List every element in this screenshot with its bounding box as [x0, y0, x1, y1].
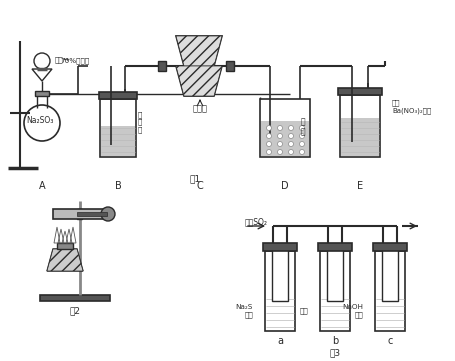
Text: 图2: 图2	[69, 306, 81, 316]
Bar	[77, 209, 82, 219]
Bar	[271, 249, 288, 301]
Bar	[226, 61, 233, 71]
Circle shape	[299, 134, 304, 139]
Bar	[77, 212, 107, 216]
Bar	[381, 249, 397, 301]
Bar	[319, 251, 349, 331]
Circle shape	[266, 126, 271, 130]
Bar	[320, 295, 348, 330]
Text: C: C	[196, 181, 203, 191]
Circle shape	[277, 134, 282, 139]
Text: Na₂S
溶液: Na₂S 溶液	[235, 304, 253, 318]
Bar	[265, 295, 293, 330]
Circle shape	[299, 142, 304, 147]
Bar	[337, 88, 381, 95]
Polygon shape	[176, 66, 222, 96]
Text: c: c	[386, 336, 392, 346]
Text: B: B	[114, 181, 121, 191]
Bar	[57, 243, 73, 249]
Bar	[35, 91, 49, 96]
Text: 氯气→: 氯气→	[55, 57, 69, 63]
Circle shape	[266, 142, 271, 147]
Circle shape	[277, 142, 282, 147]
Bar	[326, 249, 342, 301]
Bar	[259, 99, 309, 157]
Text: 足量
Ba(NO₃)₂溶液: 足量 Ba(NO₃)₂溶液	[391, 100, 430, 114]
Text: 图1: 图1	[189, 174, 200, 183]
Text: 70%浓硫酸: 70%浓硫酸	[60, 58, 89, 64]
Circle shape	[288, 142, 293, 147]
Circle shape	[266, 134, 271, 139]
Circle shape	[277, 126, 282, 130]
Bar	[317, 243, 351, 251]
Circle shape	[299, 149, 304, 155]
Text: 冰
水: 冰 水	[300, 117, 305, 137]
Text: A: A	[39, 181, 45, 191]
Bar	[263, 243, 296, 251]
Bar	[264, 251, 294, 331]
Bar	[340, 118, 378, 156]
Bar	[260, 121, 308, 156]
Circle shape	[266, 149, 271, 155]
Bar	[372, 243, 406, 251]
Bar	[157, 61, 166, 71]
Bar	[40, 295, 110, 301]
Polygon shape	[47, 249, 83, 271]
Bar	[99, 92, 136, 99]
Circle shape	[288, 134, 293, 139]
Text: b: b	[331, 336, 338, 346]
Bar	[100, 99, 136, 157]
Text: Na₂SO₃: Na₂SO₃	[26, 117, 54, 126]
Bar	[101, 126, 135, 156]
Text: 催化剂: 催化剂	[192, 104, 207, 113]
Text: 浓
硫
酸: 浓 硫 酸	[137, 111, 142, 133]
Bar	[374, 251, 404, 331]
Text: 足量SO₂: 足量SO₂	[244, 217, 268, 226]
Bar	[339, 95, 379, 157]
Text: D: D	[281, 181, 288, 191]
Circle shape	[288, 149, 293, 155]
Text: 氯水: 氯水	[298, 308, 307, 314]
Circle shape	[277, 149, 282, 155]
Bar	[375, 295, 403, 330]
Bar	[53, 209, 108, 219]
Polygon shape	[176, 36, 222, 66]
Circle shape	[101, 207, 115, 221]
Text: E: E	[356, 181, 362, 191]
Circle shape	[299, 126, 304, 130]
Text: NaOH
溶液: NaOH 溶液	[341, 304, 362, 318]
Text: a: a	[276, 336, 283, 346]
Text: 图3: 图3	[329, 348, 340, 357]
Circle shape	[288, 126, 293, 130]
